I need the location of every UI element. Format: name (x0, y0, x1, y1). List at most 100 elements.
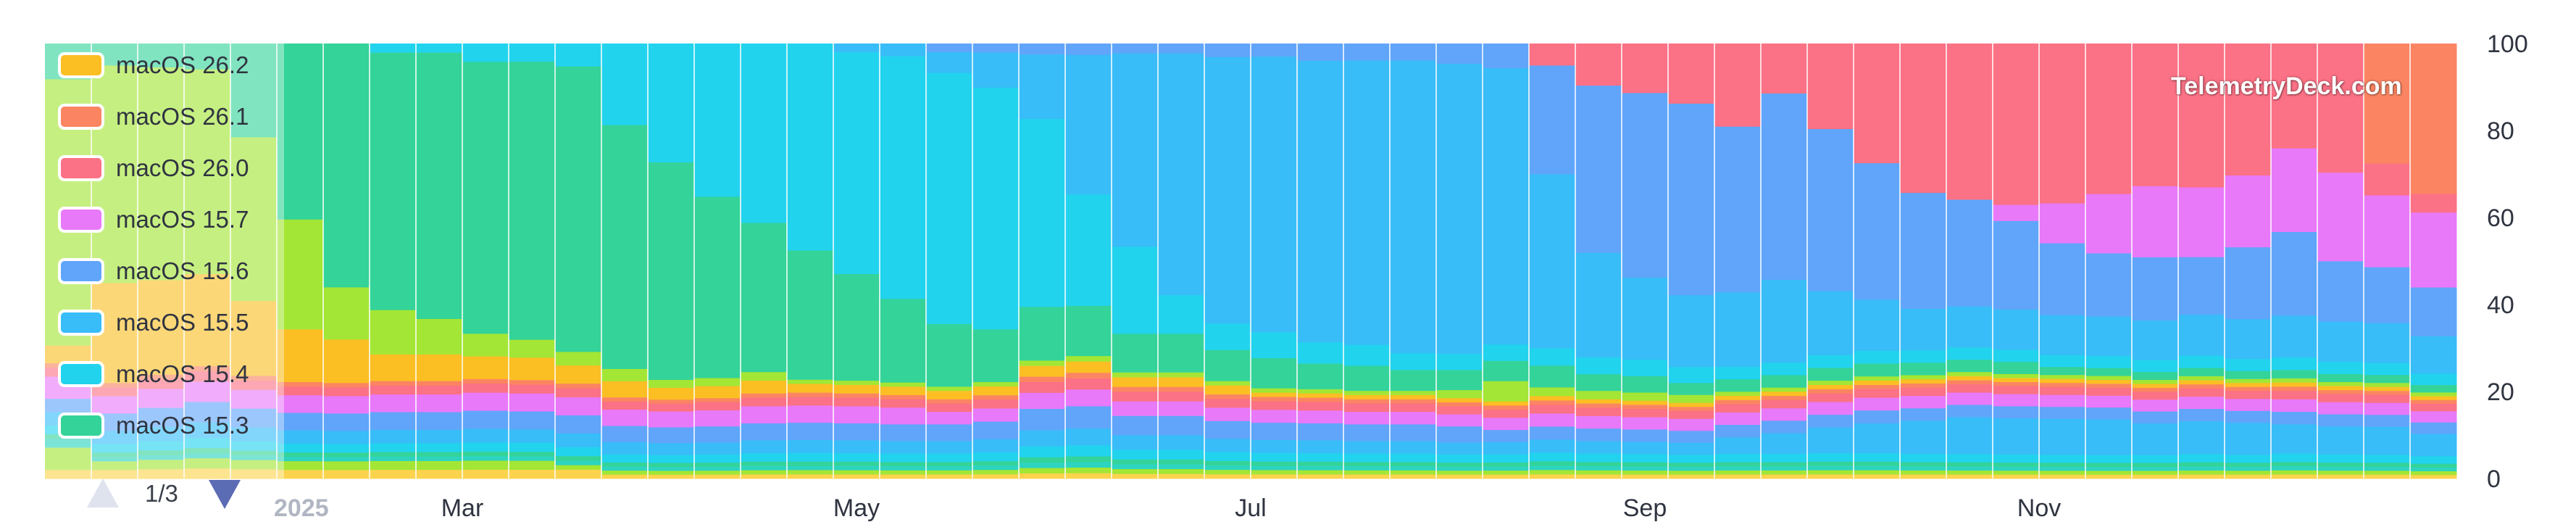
chart-segment (1854, 350, 1901, 364)
chart-segment (2317, 470, 2364, 475)
chart-segment (2317, 474, 2364, 479)
chart-segment (2410, 193, 2457, 213)
chart-segment (230, 460, 278, 470)
legend-item[interactable]: macOS 26.1 (45, 95, 249, 138)
chart-segment (1622, 359, 1669, 376)
chart-segment (1761, 474, 1808, 479)
chart-segment (1158, 294, 1205, 334)
legend-label: macOS 26.0 (116, 154, 249, 181)
chart-segment (1251, 401, 1298, 410)
chart-segment (1343, 474, 1391, 479)
chart-segment (1483, 466, 1530, 471)
legend-item[interactable]: macOS 26.2 (45, 44, 249, 87)
legend-swatch (58, 310, 104, 336)
chart-segment (1622, 408, 1669, 418)
chart-segment (2364, 402, 2411, 415)
chart-segment (2085, 395, 2133, 408)
chart-segment (2271, 461, 2318, 467)
chart-segment (741, 461, 788, 466)
chart-segment (2364, 474, 2411, 479)
chart-segment (1854, 299, 1901, 351)
chart-segment (1807, 368, 1854, 381)
chart-segment (277, 452, 324, 457)
chart-segment (1575, 390, 1622, 399)
chart-segment (2132, 384, 2179, 388)
chart-segment (1065, 444, 1112, 457)
chart-segment (138, 407, 185, 427)
chart-segment (2085, 194, 2133, 254)
chart-segment (91, 470, 138, 479)
chart-segment (1575, 403, 1622, 408)
chart-segment (370, 44, 417, 53)
chart-segment (1807, 291, 1854, 355)
chart-segment (1622, 44, 1669, 94)
legend-swatch (58, 155, 104, 181)
chart-segment (1900, 44, 1947, 194)
chart-segment (1251, 409, 1298, 423)
chart-segment (1019, 365, 1066, 377)
chart-segment (2039, 470, 2086, 475)
chart-segment (694, 196, 741, 378)
chart-segment (880, 474, 927, 479)
chart-segment (1112, 386, 1159, 392)
chart-segment (184, 44, 231, 70)
chart-segment (2225, 44, 2272, 176)
chart-segment (555, 383, 602, 389)
chart-segment (1390, 411, 1437, 425)
chart-segment (323, 339, 370, 384)
chart-segment (694, 386, 741, 399)
chart-segment (1529, 44, 1576, 66)
chart-segment (2317, 321, 2364, 362)
chart-segment (370, 456, 417, 461)
page-indicator: 1/3 (145, 480, 178, 507)
chart-segment (1854, 423, 1901, 454)
chart-segment (1668, 466, 1715, 471)
chart-segment (601, 409, 649, 426)
chart-segment (601, 125, 649, 369)
chart-segment (416, 443, 463, 452)
chart-segment (1204, 469, 1251, 475)
page-up-icon[interactable] (87, 478, 119, 508)
chart-segment (1483, 409, 1530, 418)
chart-segment (1807, 452, 1854, 462)
chart-segment (1158, 386, 1205, 392)
chart-segment (1714, 291, 1762, 368)
chart-segment (880, 465, 927, 471)
chart-segment (230, 408, 278, 428)
chart-segment (555, 469, 602, 479)
chart-segment (1483, 67, 1530, 345)
chart-segment (370, 469, 417, 479)
chart-segment (1390, 424, 1437, 442)
chart-segment (1807, 402, 1854, 415)
chart-segment (2178, 368, 2225, 376)
chart-segment (2410, 287, 2457, 336)
page-down-icon[interactable] (209, 480, 241, 509)
chart-segment (555, 44, 602, 67)
chart-segment (833, 384, 880, 394)
chart-segment (926, 390, 973, 399)
legend-item[interactable]: macOS 15.7 (45, 198, 249, 241)
legend-item[interactable]: macOS 26.0 (45, 146, 249, 190)
legend-item[interactable]: macOS 15.5 (45, 301, 249, 344)
chart-segment (2271, 453, 2318, 463)
chart-segment (1251, 56, 1298, 333)
chart-segment (1993, 381, 2040, 386)
chart-segment (2085, 463, 2133, 468)
chart-segment (1854, 162, 1901, 300)
chart-segment (1622, 277, 1669, 360)
chart-segment (138, 44, 185, 68)
legend-item[interactable]: macOS 15.3 (45, 404, 249, 447)
chart-segment (1158, 53, 1205, 296)
chart-segment (2085, 44, 2133, 194)
x-tick-label: 2025 (274, 494, 329, 522)
chart-segment (1761, 433, 1808, 455)
chart-segment (1204, 438, 1251, 452)
legend-item[interactable]: macOS 15.4 (45, 352, 249, 396)
chart-segment (1297, 440, 1344, 454)
legend-item[interactable]: macOS 15.6 (45, 249, 249, 293)
chart-segment (1668, 382, 1715, 395)
chart-segment (601, 466, 649, 471)
chart-segment (1946, 380, 1993, 385)
chart-segment (230, 427, 278, 442)
chart-segment (1575, 474, 1622, 479)
